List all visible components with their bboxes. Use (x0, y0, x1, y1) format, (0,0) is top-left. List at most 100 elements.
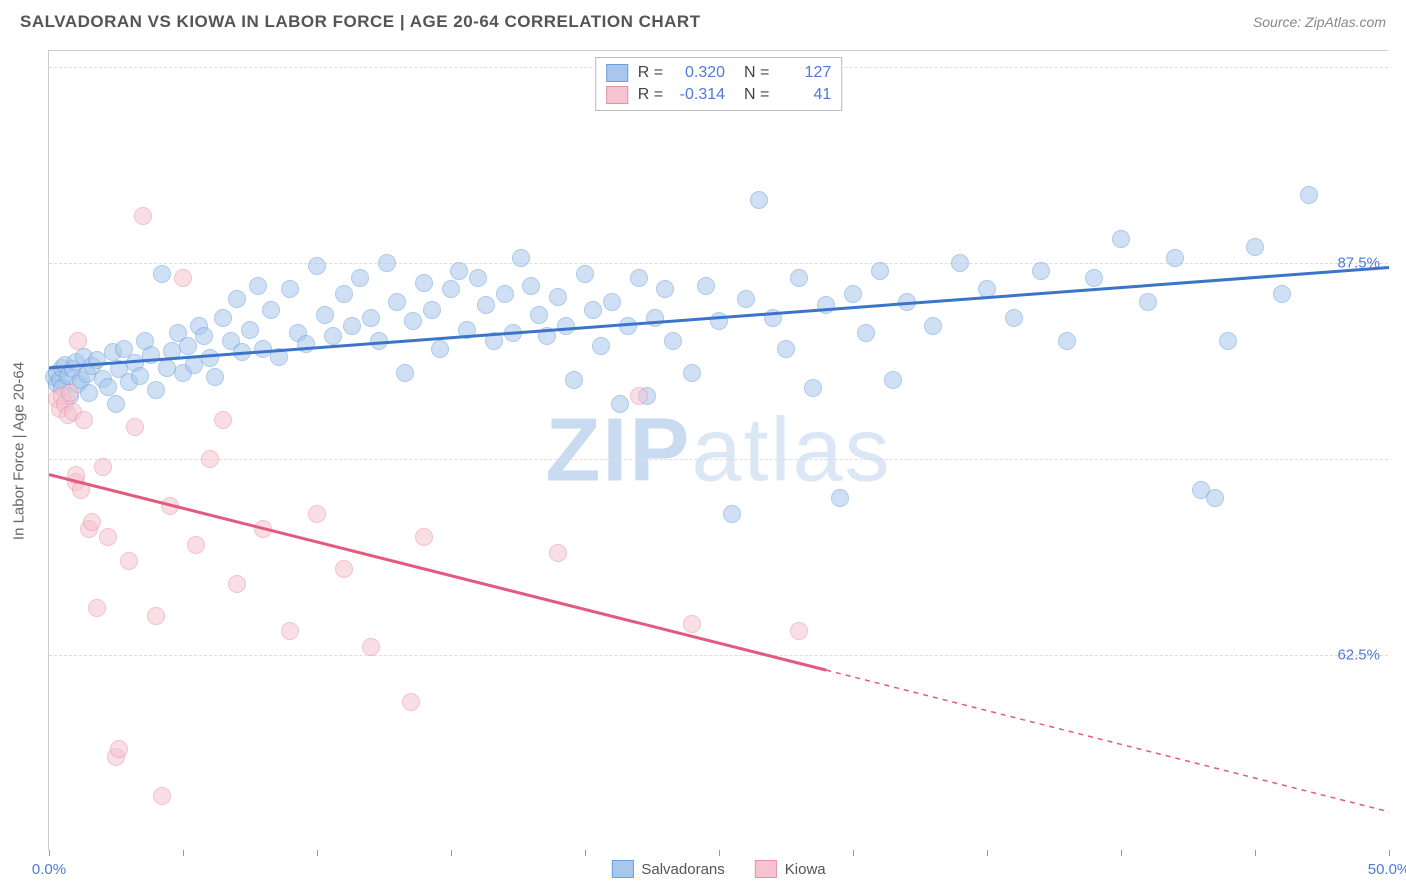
scatter-point (817, 296, 835, 314)
scatter-point (388, 293, 406, 311)
scatter-point (450, 262, 468, 280)
scatter-point (61, 384, 79, 402)
scatter-point (228, 575, 246, 593)
x-tick (317, 850, 318, 856)
x-tick (49, 850, 50, 856)
stat-n-value: 41 (779, 86, 831, 104)
scatter-point (871, 262, 889, 280)
gridline (49, 459, 1388, 460)
scatter-point (404, 312, 422, 330)
scatter-point (201, 450, 219, 468)
scatter-point (206, 368, 224, 386)
chart-source: Source: ZipAtlas.com (1253, 14, 1386, 30)
watermark: ZIPatlas (545, 399, 891, 502)
scatter-point (308, 505, 326, 523)
scatter-point (402, 693, 420, 711)
scatter-point (1112, 230, 1130, 248)
legend-swatch (611, 860, 633, 878)
legend-swatch (606, 64, 628, 82)
scatter-point (710, 312, 728, 330)
stats-row: R =0.320 N =127 (606, 62, 832, 84)
scatter-point (270, 348, 288, 366)
scatter-point (496, 285, 514, 303)
legend-item: Salvadorans (611, 860, 724, 878)
scatter-point (153, 265, 171, 283)
scatter-point (924, 317, 942, 335)
scatter-point (844, 285, 862, 303)
scatter-point (1206, 489, 1224, 507)
scatter-point (549, 544, 567, 562)
stat-n-label: N = (735, 86, 769, 104)
scatter-point (214, 309, 232, 327)
scatter-point (110, 740, 128, 758)
stat-r-value: 0.320 (673, 64, 725, 82)
scatter-point (737, 290, 755, 308)
scatter-point (530, 306, 548, 324)
scatter-point (1166, 249, 1184, 267)
scatter-point (187, 536, 205, 554)
scatter-point (396, 364, 414, 382)
chart-header: SALVADORAN VS KIOWA IN LABOR FORCE | AGE… (0, 0, 1406, 40)
scatter-point (777, 340, 795, 358)
scatter-point (750, 191, 768, 209)
scatter-point (69, 332, 87, 350)
scatter-point (362, 638, 380, 656)
x-tick (1121, 850, 1122, 856)
x-tick-label: 50.0% (1368, 861, 1406, 878)
scatter-point (630, 269, 648, 287)
scatter-point (415, 274, 433, 292)
scatter-point (80, 384, 98, 402)
scatter-point (351, 269, 369, 287)
scatter-point (241, 321, 259, 339)
y-tick-label: 62.5% (1337, 646, 1380, 663)
scatter-point (324, 327, 342, 345)
scatter-point (477, 296, 495, 314)
x-tick (183, 850, 184, 856)
scatter-point (297, 335, 315, 353)
scatter-point (72, 481, 90, 499)
scatter-point (249, 277, 267, 295)
scatter-point (378, 254, 396, 272)
trend-lines (49, 51, 1389, 851)
scatter-point (485, 332, 503, 350)
scatter-point (1139, 293, 1157, 311)
scatter-point (153, 787, 171, 805)
trend-line-dashed (826, 670, 1389, 812)
scatter-point (458, 321, 476, 339)
scatter-point (174, 269, 192, 287)
stats-box: R =0.320 N =127R =-0.314 N =41 (595, 57, 843, 111)
x-tick (987, 850, 988, 856)
scatter-point (898, 293, 916, 311)
y-axis-title: In Labor Force | Age 20-64 (11, 361, 28, 539)
scatter-point (1246, 238, 1264, 256)
scatter-point (442, 280, 460, 298)
scatter-point (281, 280, 299, 298)
scatter-point (857, 324, 875, 342)
scatter-point (99, 528, 117, 546)
scatter-point (656, 280, 674, 298)
scatter-point (538, 327, 556, 345)
chart-container: In Labor Force | Age 20-64 ZIPatlas 62.5… (48, 50, 1388, 850)
legend-swatch (606, 86, 628, 104)
scatter-point (120, 552, 138, 570)
x-tick (719, 850, 720, 856)
scatter-point (1085, 269, 1103, 287)
scatter-point (804, 379, 822, 397)
scatter-point (790, 622, 808, 640)
x-tick (585, 850, 586, 856)
scatter-point (1300, 186, 1318, 204)
scatter-point (683, 615, 701, 633)
scatter-point (469, 269, 487, 287)
scatter-point (1005, 309, 1023, 327)
scatter-point (831, 489, 849, 507)
scatter-point (565, 371, 583, 389)
scatter-point (592, 337, 610, 355)
scatter-point (254, 520, 272, 538)
x-tick (853, 850, 854, 856)
scatter-point (131, 367, 149, 385)
scatter-point (147, 607, 165, 625)
stat-r-value: -0.314 (673, 86, 725, 104)
scatter-point (142, 346, 160, 364)
scatter-point (603, 293, 621, 311)
scatter-point (619, 317, 637, 335)
